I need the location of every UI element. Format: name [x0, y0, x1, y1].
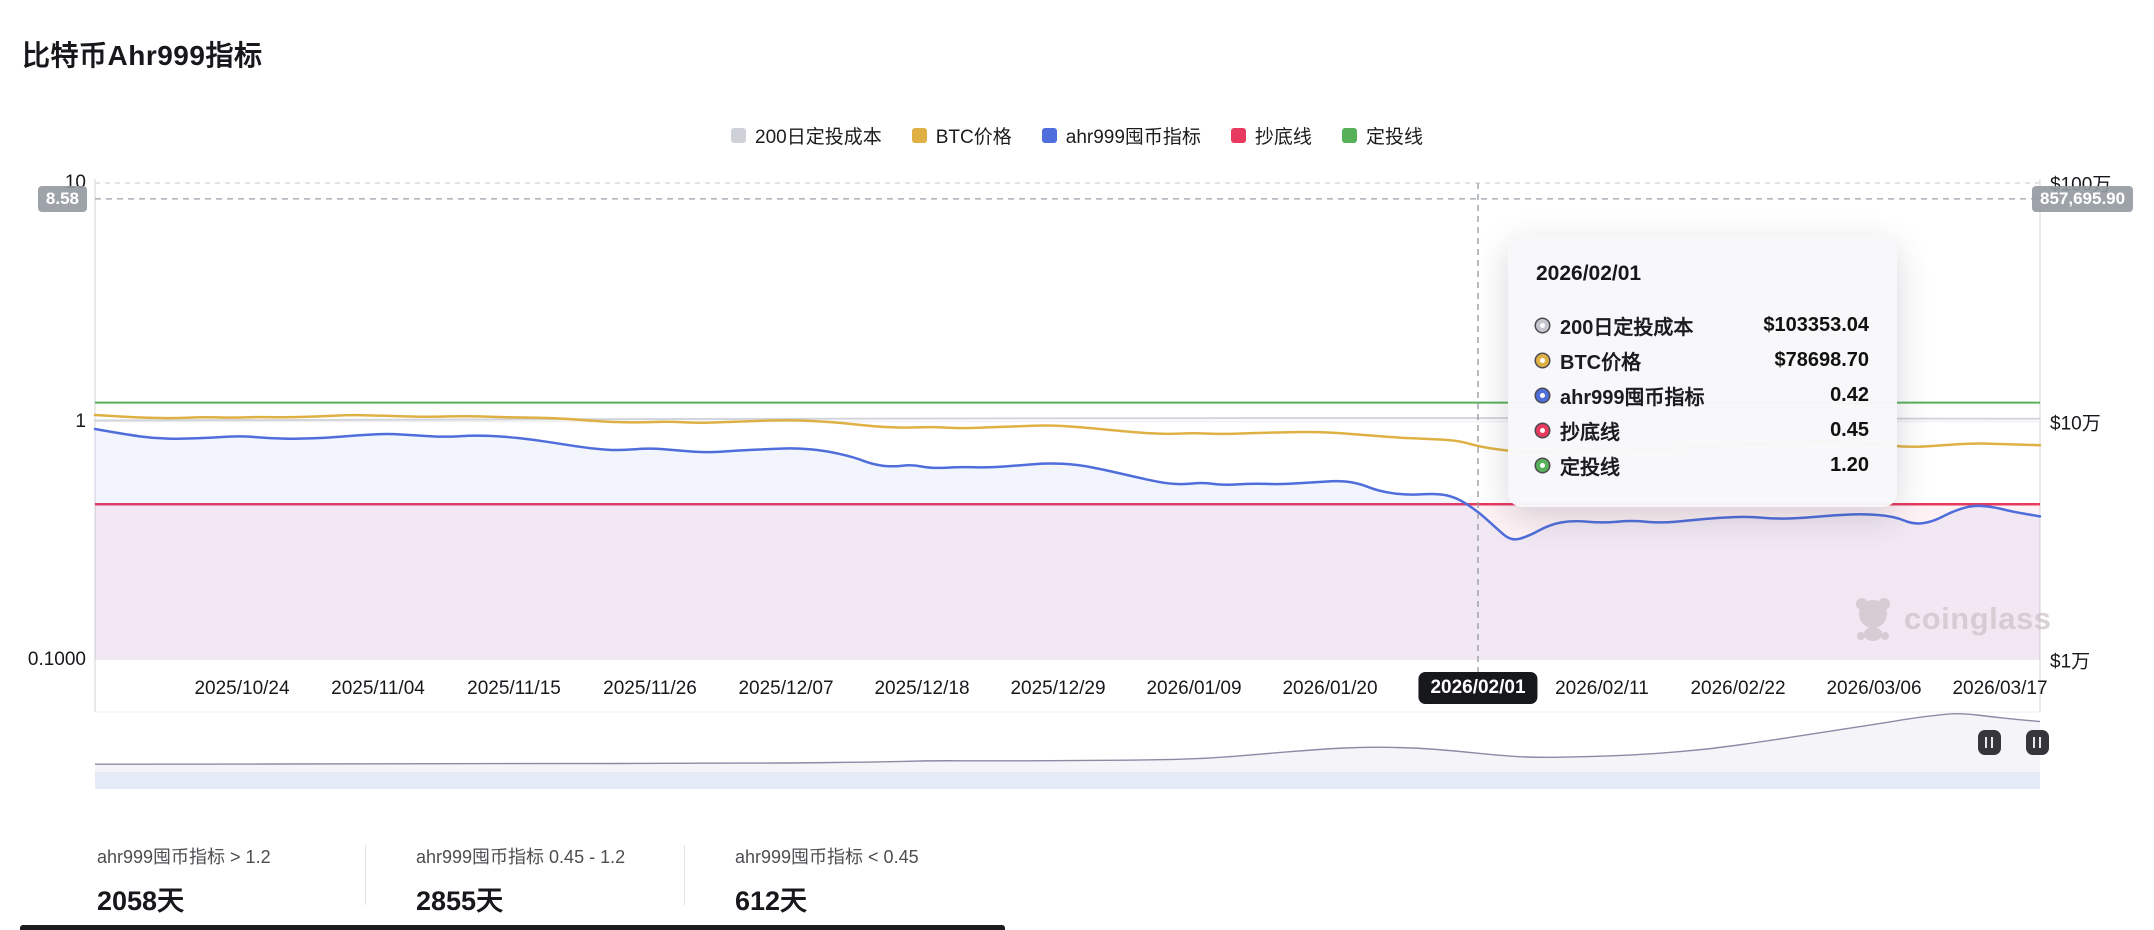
- series-marker-icon: [1536, 319, 1549, 332]
- legend-label: 200日定投成本: [755, 127, 882, 148]
- tooltip-row: BTC价格 $78698.70: [1536, 343, 1869, 378]
- navigator-right-handle[interactable]: [2025, 729, 2049, 755]
- series-marker-icon: [1536, 459, 1549, 472]
- x-axis-labels: 2025/10/24 2025/11/04 2025/11/15 2025/11/26…: [0, 678, 2154, 708]
- tooltip-row: ahr999囤币指标 0.42: [1536, 378, 1869, 413]
- stats-footer: ahr999囤币指标 > 1.2 2058天 ahr999囤币指标 0.45 -…: [97, 843, 1003, 918]
- tooltip-series-label: 200日定投成本: [1560, 317, 1694, 339]
- legend-label: BTC价格: [935, 127, 1012, 148]
- legend-label: 定投线: [1365, 127, 1423, 148]
- legend-label: 抄底线: [1254, 127, 1312, 148]
- x-axis-tick-label: 2026/02/22: [1690, 678, 1786, 699]
- legend: 200日定投成本 BTC价格 ahr999囤币指标 抄底线 定投线: [0, 122, 2154, 149]
- tooltip-series-value: $78698.70: [1774, 349, 1869, 371]
- tooltip-series-label: 定投线: [1560, 457, 1620, 479]
- series-marker-icon: [1536, 424, 1549, 437]
- x-axis-tick-label: 2026/02/11: [1555, 678, 1649, 699]
- x-axis-tick-label: 2025/12/18: [874, 678, 970, 699]
- x-axis-tick-label: 2026/01/09: [1146, 678, 1242, 699]
- series-marker-icon: [1536, 389, 1549, 402]
- legend-item[interactable]: 抄底线: [1230, 122, 1312, 149]
- stat-label: ahr999囤币指标 0.45 - 1.2: [416, 847, 626, 867]
- stat-label: ahr999囤币指标 > 1.2: [97, 847, 271, 867]
- tooltip-series-label: ahr999囤币指标: [1560, 387, 1705, 409]
- tooltip-row: 200日定投成本 $103353.04: [1536, 308, 1869, 343]
- x-axis-tick-label: 2026/03/06: [1826, 678, 1922, 699]
- y-axis-tick-right: $1万: [2050, 651, 2091, 673]
- coinglass-watermark-text: coinglass: [1904, 601, 2052, 636]
- legend-swatch-icon: [911, 128, 927, 143]
- legend-swatch-icon: [1341, 128, 1357, 143]
- navigator-left-handle[interactable]: [1977, 729, 2001, 755]
- legend-swatch-icon: [731, 128, 747, 143]
- legend-swatch-icon: [1041, 128, 1057, 143]
- tooltip-series-value: $103353.04: [1763, 314, 1869, 336]
- tooltip-rows: 200日定投成本 $103353.04 BTC价格 $78698.70 ahr9…: [1536, 308, 1869, 483]
- legend-item[interactable]: 200日定投成本: [731, 122, 882, 149]
- legend-item[interactable]: ahr999囤币指标: [1041, 122, 1201, 149]
- tooltip-row: 定投线 1.20: [1536, 448, 1869, 483]
- chart-tooltip: 2026/02/01 200日定投成本 $103353.04 BTC价格 $78…: [1508, 236, 1897, 507]
- stat-block: ahr999囤币指标 0.45 - 1.2 2855天: [416, 843, 684, 918]
- y-axis-tick-left: 1: [75, 410, 86, 432]
- tooltip-series-value: 0.42: [1830, 384, 1869, 406]
- crosshair-y-left-badge: 8.58: [37, 185, 87, 212]
- tooltip-series-label: BTC价格: [1560, 352, 1642, 374]
- legend-swatch-icon: [1230, 128, 1246, 143]
- crosshair-date-badge: 2026/02/01: [1418, 672, 1538, 704]
- x-axis-tick-label: 2025/12/07: [738, 678, 834, 699]
- page-title: 比特币Ahr999指标: [22, 40, 263, 71]
- y-axis-tick-right: $10万: [2050, 413, 2101, 434]
- stat-value: 2855天: [416, 886, 504, 916]
- x-axis-tick-label: 2025/11/04: [331, 678, 425, 699]
- legend-item[interactable]: BTC价格: [911, 122, 1012, 149]
- stat-block: ahr999囤币指标 > 1.2 2058天: [97, 843, 365, 918]
- tooltip-series-label: 抄底线: [1560, 422, 1620, 444]
- crosshair-y-right-badge: 857,695.90: [2032, 185, 2134, 212]
- series-marker-icon: [1536, 354, 1549, 367]
- stat-block: ahr999囤币指标 < 0.45 612天: [735, 843, 1003, 918]
- stat-divider: [365, 845, 366, 905]
- x-axis-tick-label: 2026/03/17: [1952, 678, 2048, 699]
- stat-value: 2058天: [97, 886, 185, 916]
- x-axis-tick-label: 2025/11/15: [467, 678, 561, 699]
- coinglass-bear-icon: [1856, 598, 1890, 641]
- bottom-section-edge: [20, 925, 1005, 930]
- stat-value: 612天: [735, 886, 808, 916]
- coinglass-watermark: coinglass: [1852, 596, 2052, 642]
- tooltip-series-value: 1.20: [1830, 454, 1869, 476]
- tooltip-series-value: 0.45: [1830, 419, 1869, 441]
- x-axis-tick-label: 2025/12/29: [1010, 678, 1106, 699]
- legend-item[interactable]: 定投线: [1341, 122, 1423, 149]
- stat-label: ahr999囤币指标 < 0.45: [735, 847, 919, 867]
- y-axis-tick-left: 0.1000: [27, 649, 86, 670]
- tooltip-date: 2026/02/01: [1536, 262, 1642, 285]
- x-axis-tick-label: 2025/10/24: [194, 678, 290, 699]
- tooltip-row: 抄底线 0.45: [1536, 413, 1869, 448]
- legend-label: ahr999囤币指标: [1065, 127, 1201, 148]
- x-axis-tick-label: 2025/11/26: [603, 678, 697, 699]
- x-axis-tick-label: 2026/01/20: [1282, 678, 1378, 699]
- stat-divider: [684, 845, 685, 905]
